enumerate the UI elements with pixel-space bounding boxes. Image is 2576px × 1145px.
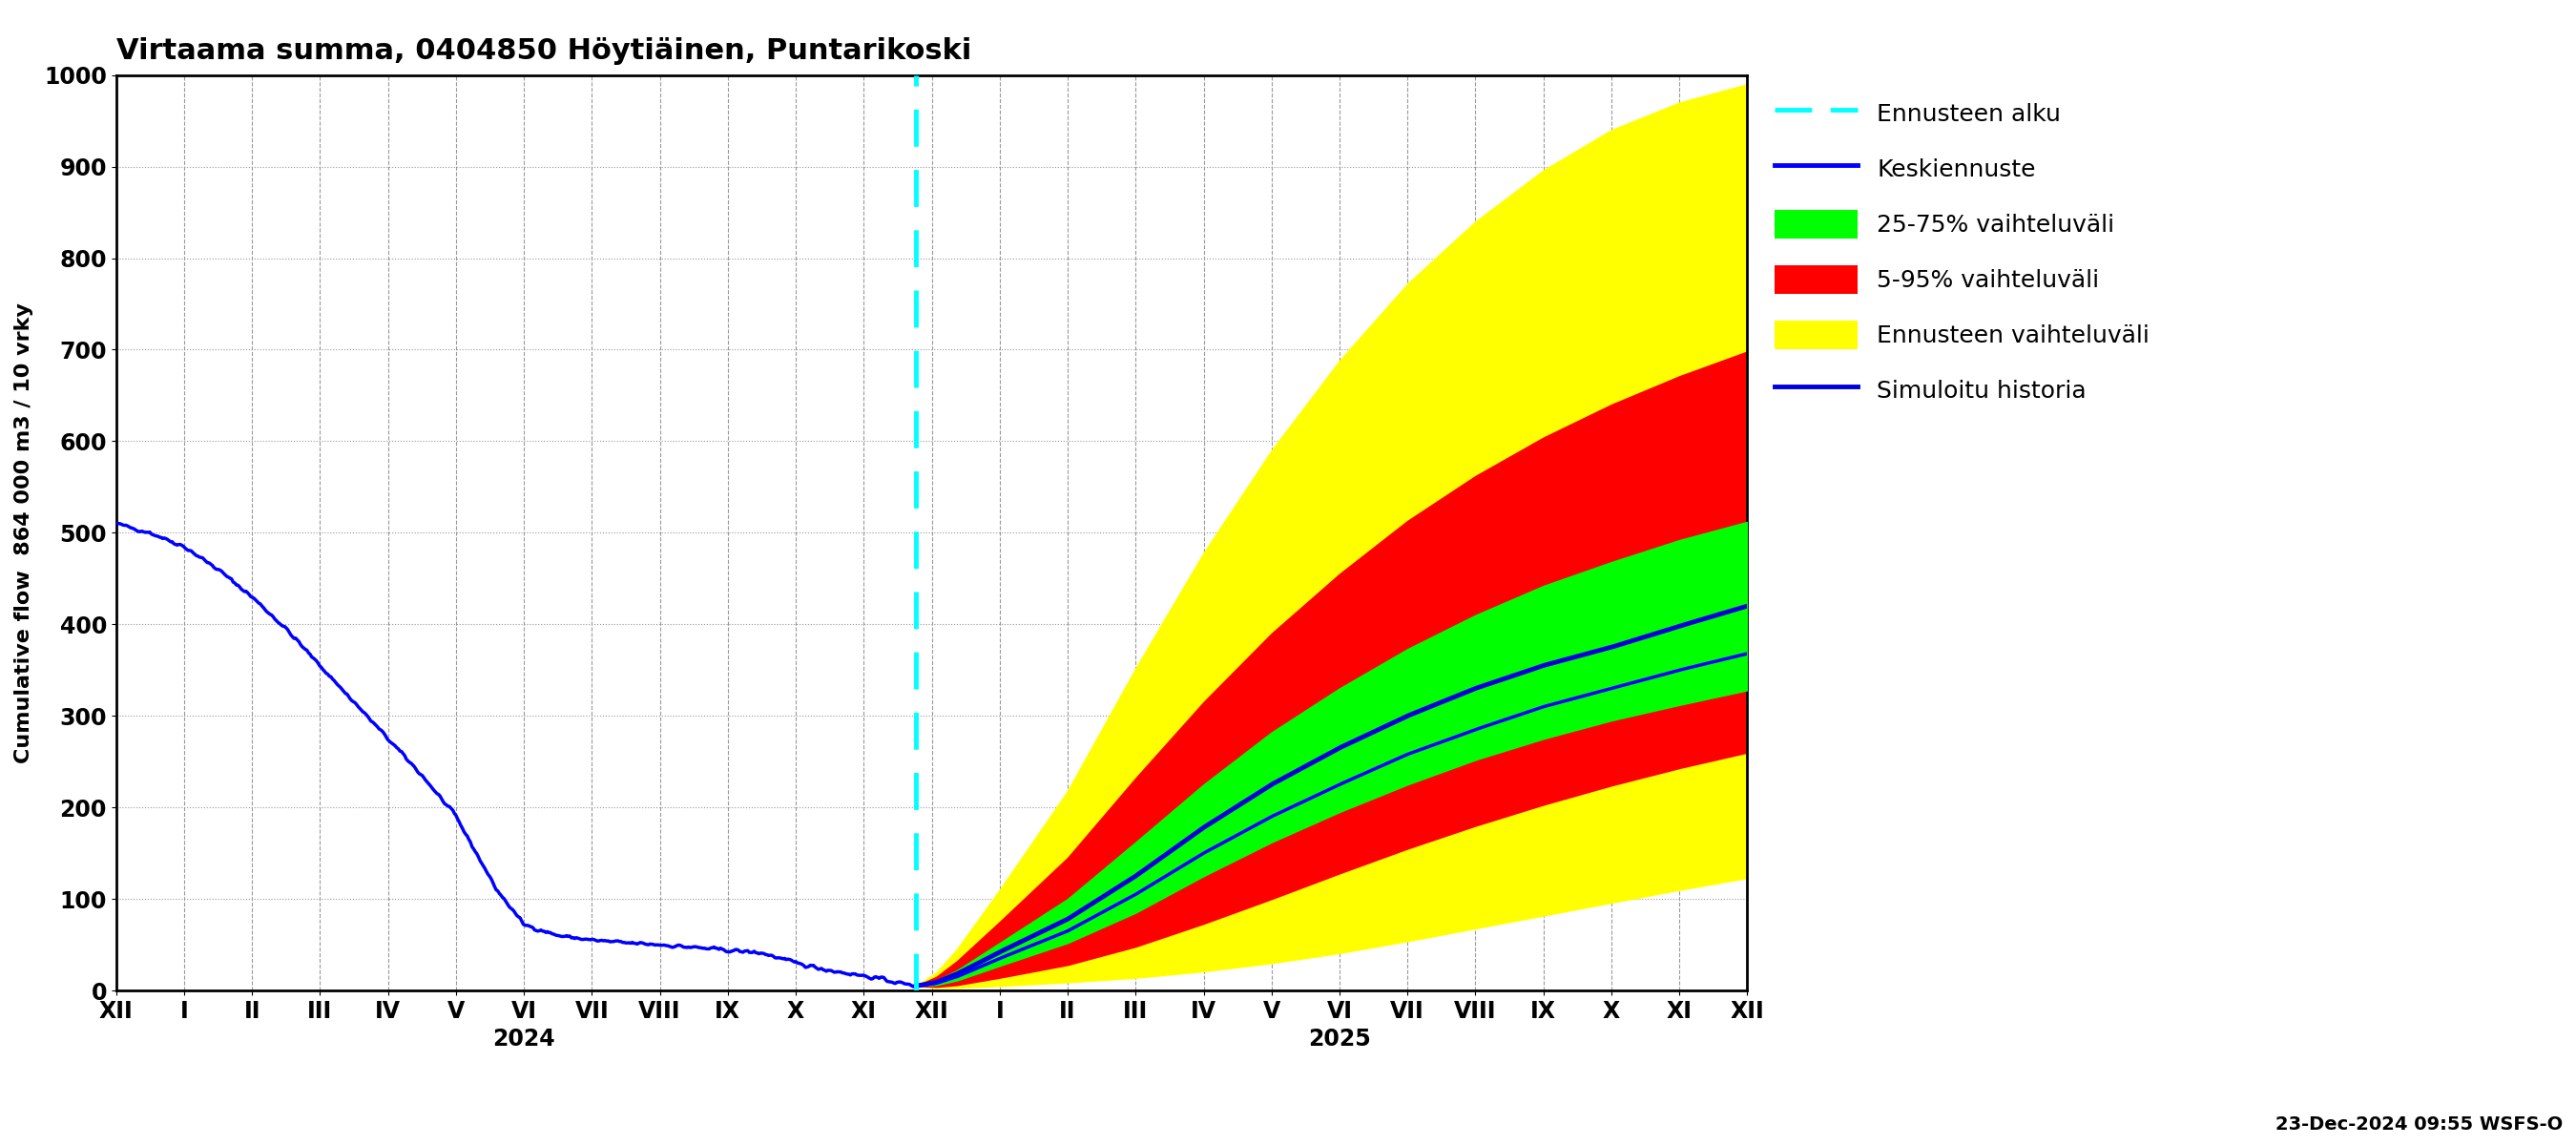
Text: Virtaama summa, 0404850 Höytiäinen, Puntarikoski: Virtaama summa, 0404850 Höytiäinen, Punt… [116,37,971,65]
Text: 23-Dec-2024 09:55 WSFS-O: 23-Dec-2024 09:55 WSFS-O [2275,1115,2563,1134]
Text: 2024: 2024 [492,1028,556,1051]
Text: 2025: 2025 [1309,1028,1370,1051]
Legend: Ennusteen alku, Keskiennuste, 25-75% vaihteluväli, 5-95% vaihteluväli, Ennusteen: Ennusteen alku, Keskiennuste, 25-75% vai… [1762,87,2161,417]
Y-axis label: Cumulative flow  864 000 m3 / 10 vrky: Cumulative flow 864 000 m3 / 10 vrky [15,302,33,764]
